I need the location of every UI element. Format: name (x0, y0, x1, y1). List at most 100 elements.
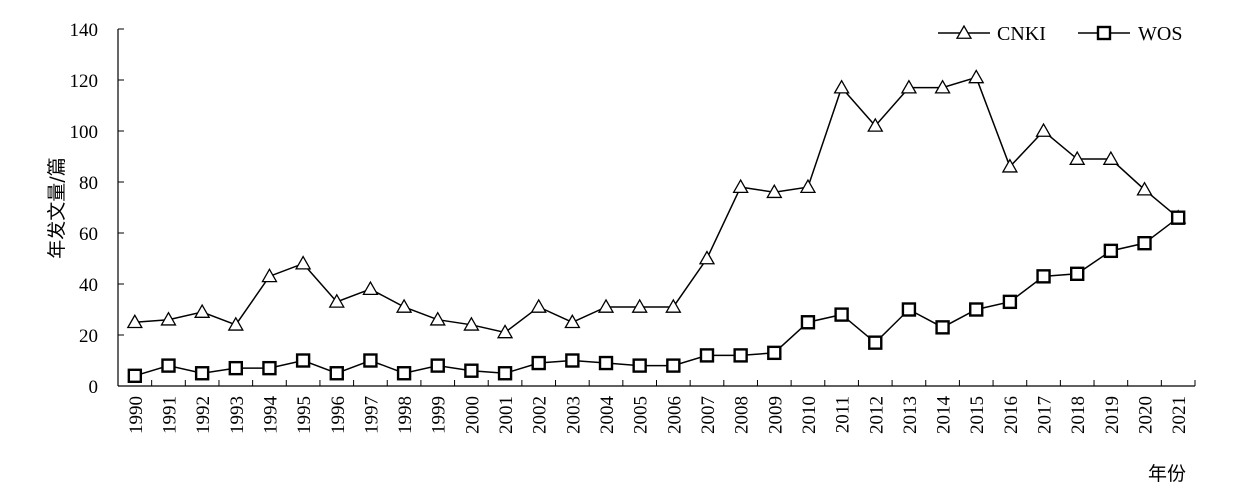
series-wos (127, 210, 1186, 383)
data-point-wos (565, 353, 580, 368)
x-tick-label: 2002 (530, 396, 551, 434)
x-tick-label: 1998 (395, 396, 416, 434)
x-axis-title: 年份 (1148, 463, 1186, 485)
data-point-cnki (934, 79, 951, 94)
data-point-cnki (631, 298, 648, 313)
x-tick-label: 2004 (597, 396, 618, 435)
data-point-cnki (1035, 122, 1052, 137)
data-point-cnki (665, 298, 682, 313)
x-tick-label: 2010 (799, 396, 820, 434)
y-axis-title: 年发文量/篇 (46, 157, 68, 258)
x-tick-label: 2013 (900, 396, 921, 434)
data-point-wos (901, 302, 917, 317)
x-tick-label: 2009 (765, 396, 786, 434)
data-point-wos (666, 358, 681, 373)
data-point-cnki (362, 280, 379, 296)
legend-marker (955, 24, 973, 39)
x-tick-label: 2003 (563, 396, 584, 434)
data-point-cnki (597, 298, 615, 313)
x-tick-label: 1995 (294, 396, 315, 434)
data-point-cnki (799, 178, 817, 194)
x-tick-label: 2006 (664, 396, 685, 434)
data-point-wos (800, 315, 816, 330)
data-point-wos (329, 366, 344, 381)
x-tick-label: 1996 (328, 396, 349, 434)
data-point-wos (699, 348, 715, 363)
legend-label: WOS (1138, 23, 1182, 45)
legend-item-cnki: CNKI (938, 23, 1046, 45)
data-point-cnki (429, 311, 446, 326)
legend-marker (1096, 25, 1112, 41)
x-tick-label: 2012 (866, 396, 887, 434)
data-point-wos (767, 345, 782, 361)
data-point-wos (834, 307, 849, 322)
data-point-wos (868, 335, 883, 350)
chart-legend: CNKI WOS (938, 23, 1182, 45)
data-point-cnki (1136, 181, 1153, 196)
data-point-cnki (867, 117, 884, 132)
data-point-cnki (732, 178, 749, 194)
data-point-wos (464, 363, 479, 378)
data-point-cnki (294, 255, 312, 270)
data-point-cnki (1069, 150, 1086, 165)
x-tick-label: 2016 (1001, 396, 1022, 434)
data-point-wos (935, 320, 950, 335)
data-point-wos (632, 358, 647, 373)
data-point-wos (1036, 269, 1051, 284)
x-tick-label: 2001 (496, 396, 517, 434)
x-tick-label: 2014 (934, 396, 955, 435)
x-tick-label: 1990 (126, 396, 147, 434)
data-point-cnki (194, 303, 211, 318)
data-point-wos (1002, 294, 1018, 310)
series-line-wos (134, 217, 1179, 377)
data-point-cnki (328, 293, 345, 308)
y-tick-label: 140 (70, 20, 99, 41)
y-tick-label: 20 (79, 326, 98, 347)
data-point-cnki (1001, 158, 1019, 173)
legend-label: CNKI (997, 23, 1046, 45)
data-point-wos (1070, 266, 1085, 281)
y-tick-label: 60 (79, 224, 98, 245)
data-point-wos (194, 366, 210, 381)
data-point-cnki (766, 183, 783, 199)
y-tick-label: 40 (79, 275, 98, 296)
series-cnki (126, 69, 1187, 339)
data-point-cnki (530, 298, 547, 313)
y-tick-label: 120 (70, 71, 99, 92)
x-tick-label: 2015 (967, 396, 988, 434)
data-point-wos (363, 353, 378, 368)
data-point-cnki (126, 313, 143, 329)
y-tick-label: 80 (79, 173, 98, 194)
x-tick-label: 2007 (698, 396, 719, 434)
x-tick-label: 2019 (1102, 396, 1123, 434)
x-tick-label: 1992 (193, 396, 214, 434)
data-point-wos (1137, 235, 1152, 251)
data-point-wos (228, 360, 243, 376)
data-point-wos (161, 358, 176, 373)
data-point-cnki (496, 324, 514, 339)
x-tick-label: 2021 (1169, 396, 1190, 434)
data-point-cnki (227, 316, 244, 331)
y-tick-label: 0 (89, 377, 99, 398)
data-point-cnki (833, 79, 850, 94)
data-point-wos (127, 368, 143, 383)
y-axis-ticks: 0 20 40 60 80 100 120 140 (70, 20, 124, 398)
x-tick-label: 2011 (833, 396, 854, 433)
x-tick-label: 2018 (1068, 396, 1089, 434)
data-point-wos (396, 366, 412, 381)
x-tick-label: 1993 (227, 396, 248, 434)
x-tick-label: 1994 (260, 396, 281, 435)
data-point-cnki (564, 313, 581, 329)
data-point-wos (969, 302, 984, 317)
data-point-wos (598, 355, 614, 371)
x-tick-label: 2005 (631, 396, 652, 434)
x-tick-label: 1999 (429, 396, 450, 434)
legend-item-wos: WOS (1078, 23, 1182, 45)
data-point-cnki (968, 69, 985, 84)
chart-axes (117, 29, 1195, 387)
data-point-cnki (395, 298, 413, 313)
x-tick-label: 1997 (361, 396, 382, 434)
data-point-cnki (261, 268, 278, 283)
x-tick-label: 2000 (462, 396, 483, 434)
data-point-wos (497, 366, 513, 381)
